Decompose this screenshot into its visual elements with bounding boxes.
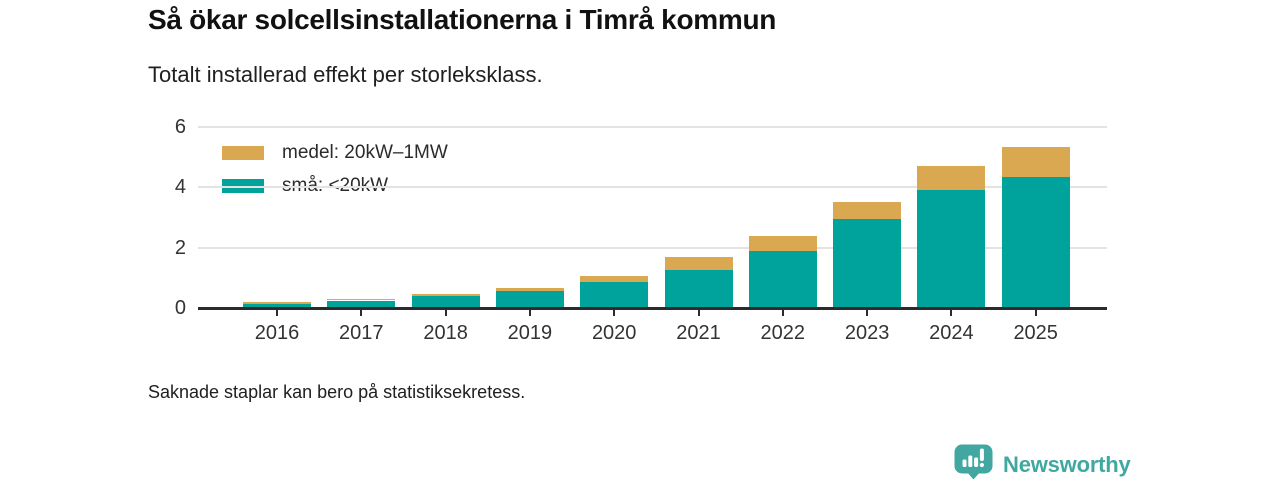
bar-segment-sma-2018 — [411, 295, 480, 308]
bar-segment-medel-2024 — [917, 166, 986, 191]
bar-segment-medel-2016 — [243, 302, 311, 304]
bar-segment-sma-2021 — [664, 270, 733, 308]
bar-segment-medel-2023 — [833, 202, 902, 219]
legend-swatch-medel — [222, 146, 264, 160]
y-axis-tick-label: 0 — [174, 297, 186, 319]
x-axis-label-2021: 2021 — [676, 322, 721, 344]
x-axis-tick — [950, 309, 953, 316]
bar-segment-medel-2017 — [327, 298, 396, 301]
legend-swatch-sma — [222, 179, 264, 193]
bar-segment-sma-2024 — [917, 190, 986, 308]
x-axis-tick — [697, 309, 700, 316]
bar-segment-sma-2020 — [580, 282, 649, 308]
x-axis-label-2023: 2023 — [844, 322, 890, 344]
bar-segment-sma-2017 — [327, 300, 396, 308]
bar-segment-medel-2025 — [1001, 146, 1070, 177]
bar-segment-medel-2019 — [495, 288, 564, 292]
x-axis-tick — [360, 309, 363, 316]
gridline-y4 — [198, 186, 1107, 189]
y-axis-tick-label: 2 — [174, 236, 186, 259]
chart-footnote: Saknade staplar kan bero på statistiksek… — [148, 382, 526, 402]
newsworthy-wordmark: Newsworthy — [1003, 451, 1131, 477]
bar-segment-medel-2020 — [580, 276, 649, 283]
bar-segment-sma-2025 — [1001, 176, 1070, 308]
x-axis-label-2022: 2022 — [760, 322, 806, 344]
bar-segment-medel-2018 — [411, 293, 480, 296]
x-axis-label-2025: 2025 — [1013, 322, 1058, 344]
x-axis-tick — [781, 309, 784, 316]
x-axis-label-2017: 2017 — [339, 322, 384, 344]
x-axis-label-2018: 2018 — [423, 322, 468, 344]
legend-item-medel: medel: 20kW–1MW — [212, 140, 458, 166]
newsworthy-logo: Newsworthy — [954, 444, 1131, 480]
bar-segment-medel-2022 — [748, 235, 817, 251]
gridline-y6 — [198, 126, 1107, 128]
y-axis-tick-label: 6 — [174, 116, 186, 138]
x-axis-tick — [276, 309, 278, 316]
x-axis-label-2016: 2016 — [254, 322, 300, 344]
y-axis-tick-label: 4 — [174, 176, 186, 199]
x-axis-tick — [613, 309, 616, 316]
newsworthy-speech-bubble-chart-icon — [954, 444, 994, 480]
legend-label-medel: medel: 20kW–1MW — [282, 142, 448, 163]
legend-label-sma: små: <20kW — [282, 175, 388, 197]
bar-segment-sma-2019 — [495, 291, 564, 308]
x-axis-label-2024: 2024 — [929, 322, 974, 344]
chart-subtitle: Totalt installerad effekt per storlekskl… — [148, 62, 543, 87]
bar-segment-medel-2021 — [664, 256, 733, 271]
x-axis-tick — [444, 309, 447, 316]
x-axis-line — [198, 306, 1107, 310]
legend-item-sma: små: <20kW — [212, 173, 458, 199]
bar-segment-sma-2016 — [243, 303, 311, 308]
legend: medel: 20kW–1MW små: <20kW — [212, 140, 458, 199]
x-axis-label-2019: 2019 — [507, 322, 553, 344]
gridline-y2 — [198, 246, 1107, 249]
x-axis-label-2020: 2020 — [591, 322, 637, 344]
bar-segment-sma-2023 — [833, 219, 902, 308]
x-axis-tick — [1034, 309, 1037, 316]
bar-segment-sma-2022 — [748, 250, 817, 308]
chart-title: Så ökar solcellsinstallationerna i Timrå… — [148, 4, 777, 35]
x-axis-tick — [866, 309, 869, 316]
x-axis-tick — [528, 309, 531, 316]
